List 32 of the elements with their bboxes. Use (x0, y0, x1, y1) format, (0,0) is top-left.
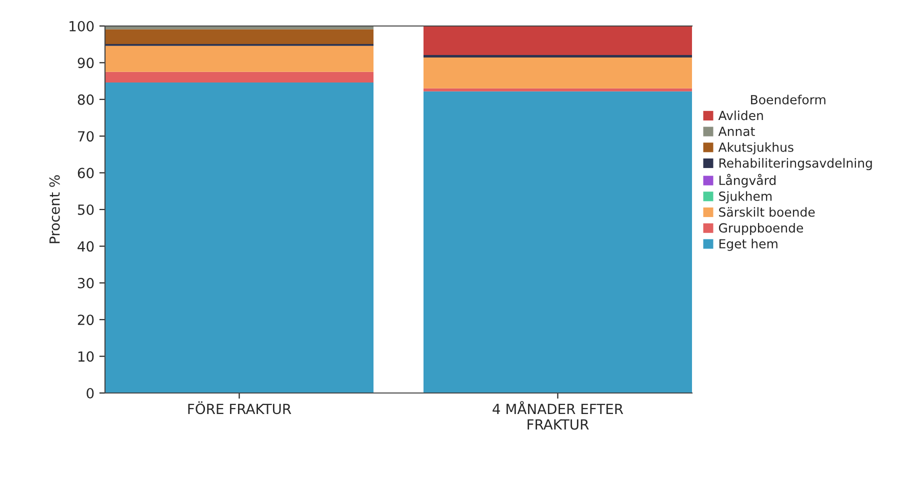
y-tick-label: 30 (78, 278, 94, 288)
y-tick-label: 0 (86, 388, 94, 398)
legend-label: Annat (718, 126, 755, 136)
x-tick-label: 4 MÅNADER EFTER FRAKTUR (492, 401, 624, 430)
y-tick-label: 10 (78, 351, 94, 362)
y-tick-label: 40 (78, 241, 94, 252)
legend-label: Långvård (719, 174, 776, 188)
bar (424, 88, 692, 92)
bar (424, 58, 692, 88)
bar (424, 26, 692, 55)
bar (105, 72, 374, 83)
y-tick-label: 80 (78, 94, 94, 105)
y-tick-label: 50 (78, 204, 94, 215)
legend-label: Akutsjukhus (718, 142, 794, 154)
legend-label: Gruppboende (718, 222, 804, 236)
legend-label: Sjukhem (719, 191, 772, 204)
legend-label: Särskilt boende (719, 207, 815, 217)
y-tick-label: 60 (78, 168, 94, 178)
legend-label: Avliden (718, 110, 763, 120)
legend-title: Boendeform (751, 94, 826, 104)
y-tick-label: 70 (78, 131, 94, 142)
y-tick-label: 90 (78, 58, 94, 68)
bar (105, 26, 374, 30)
y-tick-label: 100 (70, 20, 94, 32)
legend-label: Eget hem (719, 238, 778, 251)
bar (105, 46, 374, 72)
bar (424, 54, 692, 58)
legend-label: Rehabiliteringsavdelning (719, 158, 872, 170)
y-tick-label: 20 (78, 314, 94, 326)
bar (105, 29, 374, 44)
y-axis-title: Procent % (49, 175, 60, 244)
x-tick-label: FÖRE FRAKTUR (188, 401, 292, 414)
